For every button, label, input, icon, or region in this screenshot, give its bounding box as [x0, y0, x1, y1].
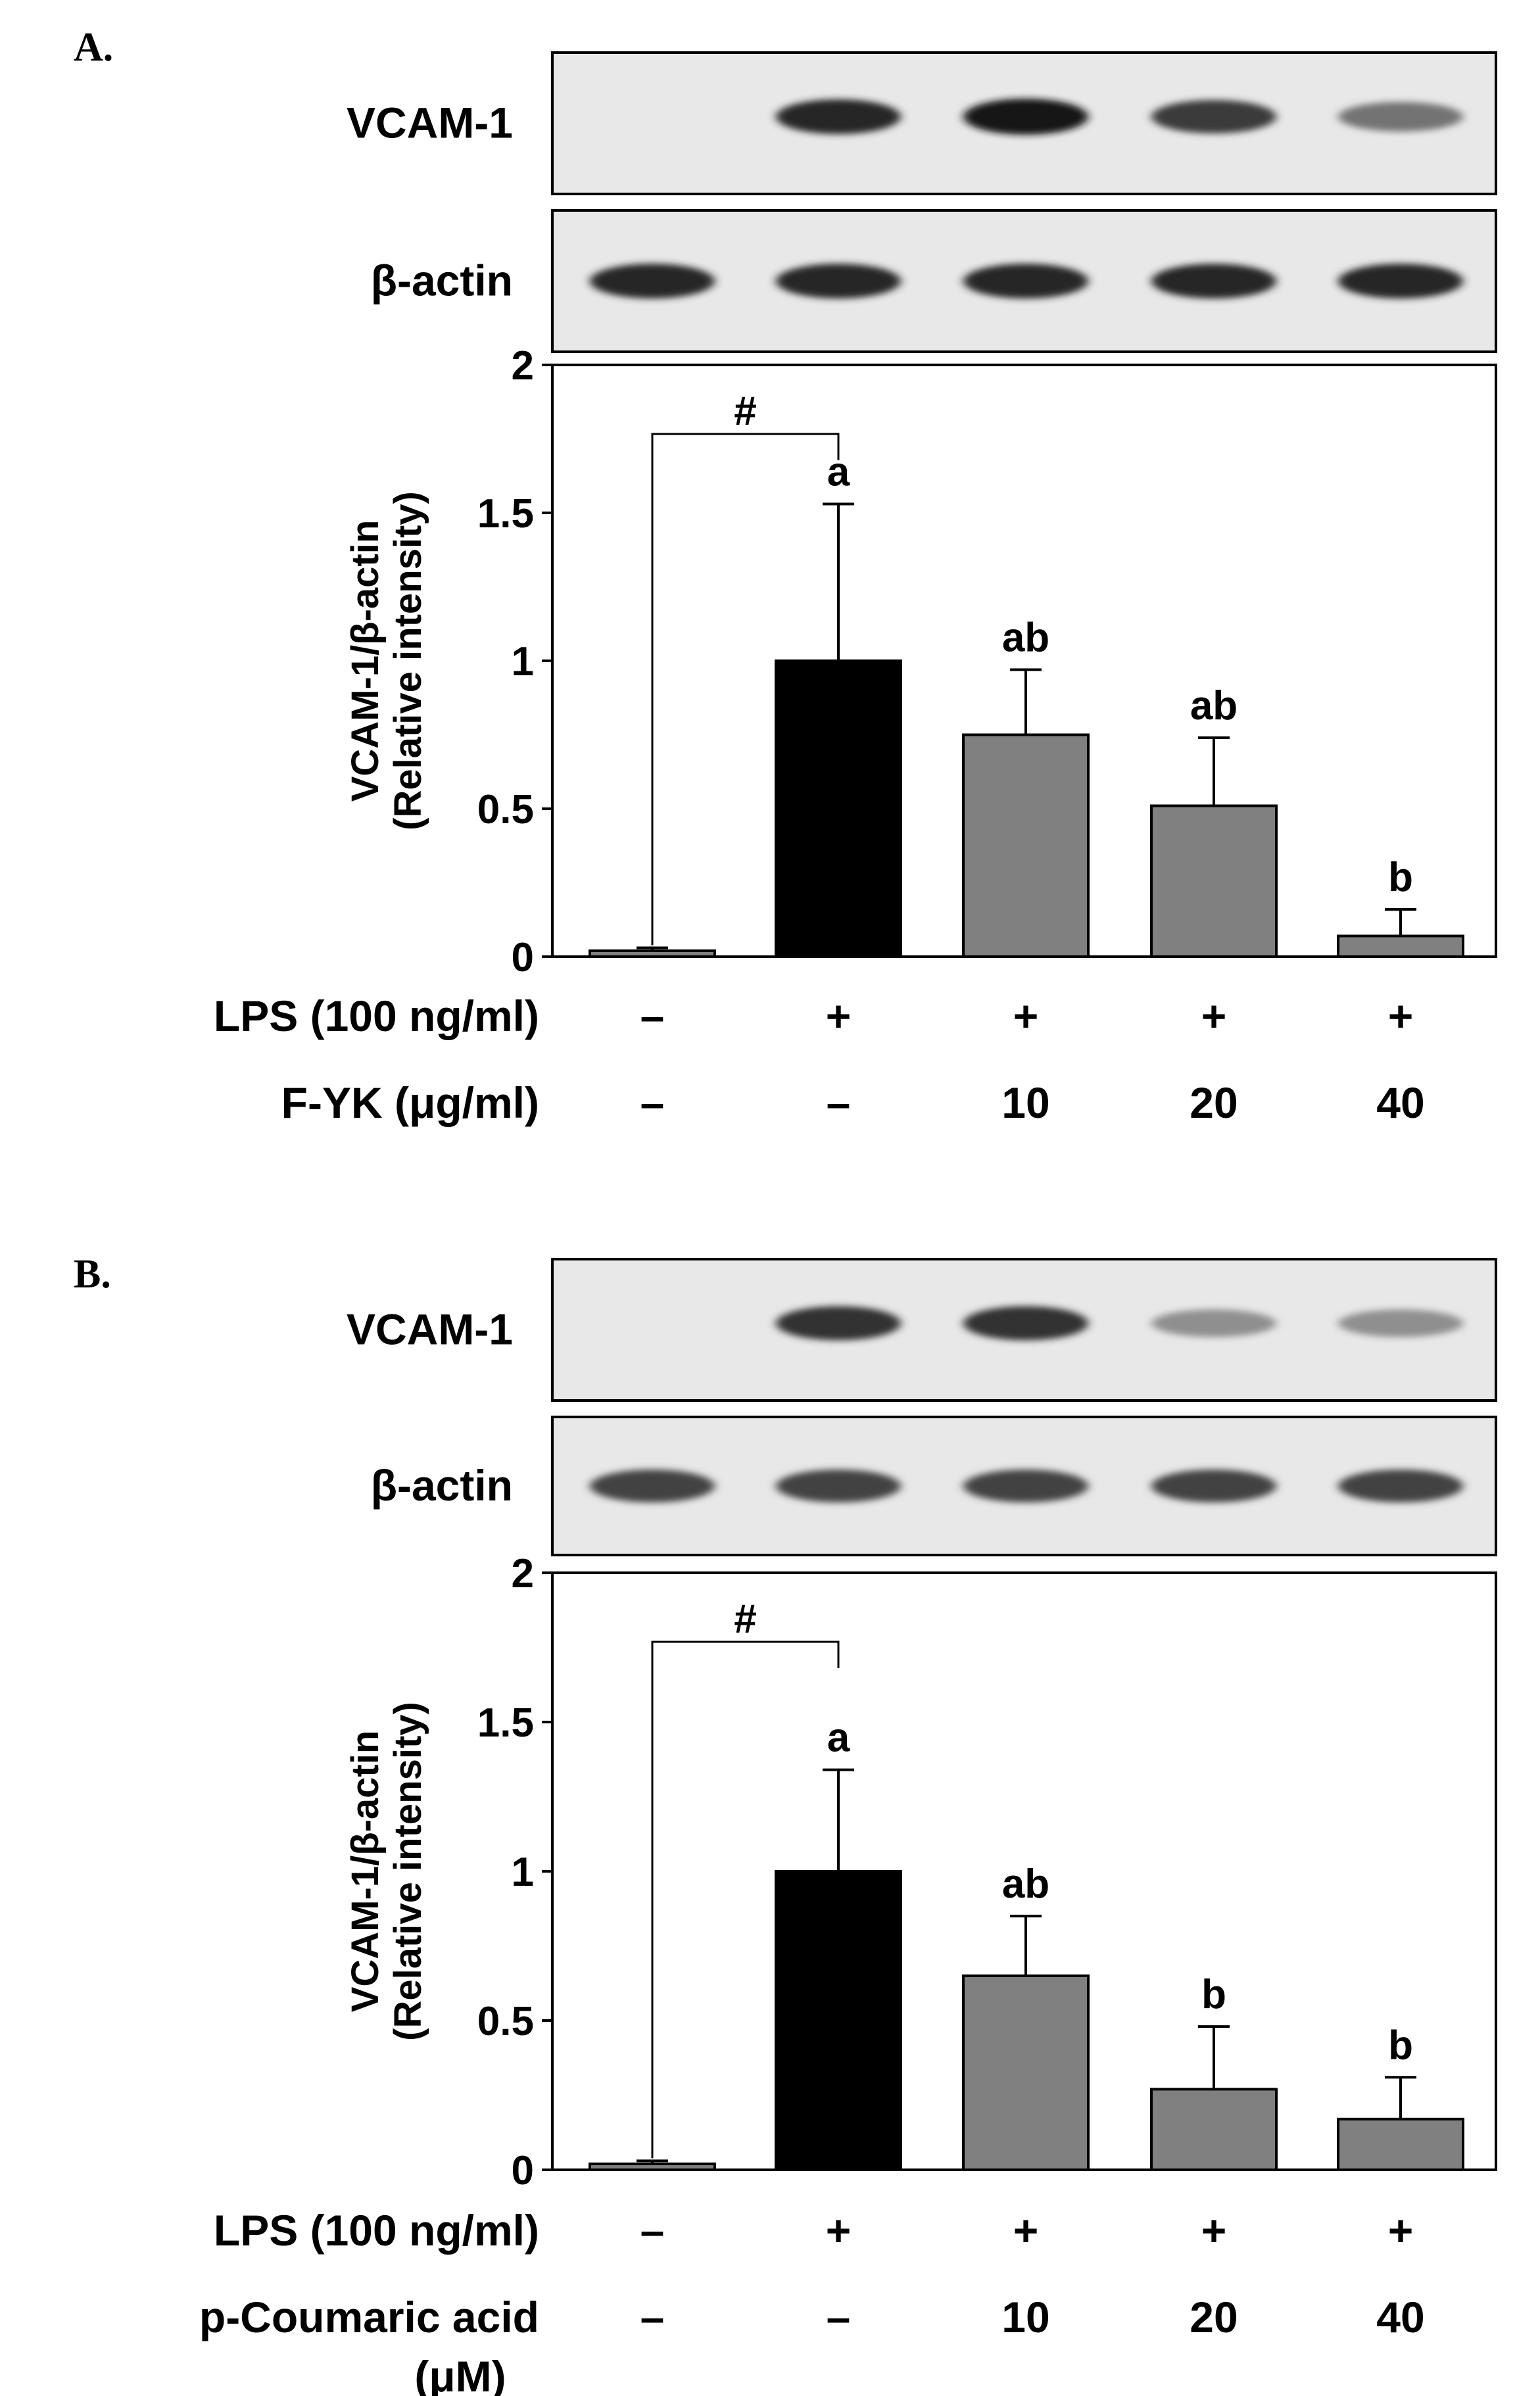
- blot-strip: β-actin: [371, 209, 1497, 353]
- condition-value: +: [1013, 992, 1039, 1040]
- y-tick-label: 1: [512, 1850, 534, 1895]
- panel-letter: B.: [74, 1252, 111, 1297]
- y-tick-label: 0: [512, 2148, 534, 2193]
- bracket-label: #: [734, 1596, 756, 1642]
- condition-value: +: [826, 2206, 852, 2255]
- panel-a: A. VCAM-1 β-actin 0 0.5 1 1.5 2 VCAM-1/β-actin (R…: [74, 25, 1497, 1127]
- bar: [962, 733, 1090, 958]
- blot-band: [590, 264, 715, 299]
- y-axis-label: (Relative intensity): [387, 491, 429, 830]
- bar: [775, 659, 902, 958]
- significance-label: ab: [1002, 1861, 1049, 1907]
- condition-value: –: [640, 992, 665, 1040]
- significance-bracket: [651, 1641, 840, 2159]
- significance-label: b: [1201, 1972, 1226, 2017]
- y-axis-label: VCAM-1/β-actin: [344, 520, 387, 802]
- blot-band: [963, 1470, 1088, 1502]
- condition-value: +: [826, 992, 852, 1040]
- condition-label-unit: (μM): [414, 2352, 506, 2396]
- y-tick-label: 0: [512, 935, 534, 980]
- condition-value: 10: [1001, 2293, 1049, 2341]
- significance-bracket: [651, 433, 840, 946]
- significance-label: ab: [1002, 615, 1049, 661]
- condition-value: 40: [1376, 2293, 1424, 2341]
- blot-label: β-actin: [371, 256, 513, 305]
- y-tick-label: 0.5: [477, 1999, 534, 2044]
- panel-b: B. VCAM-1 β-actin 0 0.5 1 1.5 2 VCAM-1/β-actin (R…: [74, 1252, 1497, 2396]
- bracket-label: #: [734, 389, 756, 434]
- blot-band: [1338, 1470, 1463, 1502]
- plot-frame: [551, 364, 1497, 958]
- condition-value: +: [1201, 992, 1227, 1040]
- condition-value: +: [1388, 992, 1414, 1040]
- blot-band: [1151, 264, 1276, 299]
- condition-value: –: [827, 1078, 851, 1127]
- panel-letter: A.: [74, 25, 113, 70]
- blot-label: VCAM-1: [347, 1305, 513, 1354]
- significance-label: b: [1388, 855, 1413, 900]
- condition-label: F-YK (μg/ml): [281, 1078, 539, 1127]
- y-tick-label: 1: [512, 639, 534, 684]
- blot-band: [776, 99, 901, 134]
- blot-label: β-actin: [371, 1461, 513, 1510]
- blot-band: [776, 1470, 901, 1502]
- condition-value: +: [1388, 2206, 1414, 2255]
- bar: [589, 949, 716, 958]
- bar: [589, 2162, 716, 2171]
- condition-value: 10: [1001, 1078, 1049, 1127]
- condition-value: –: [640, 2293, 665, 2341]
- blot-band: [1338, 264, 1463, 299]
- blot-band: [1338, 102, 1463, 132]
- bar: [962, 1974, 1090, 2171]
- y-tick-label: 1.5: [477, 491, 534, 537]
- condition-value: +: [1201, 2206, 1227, 2255]
- significance-label: ab: [1190, 683, 1238, 729]
- bar: [1337, 934, 1464, 958]
- blot-band: [1338, 1309, 1463, 1337]
- blot-band: [590, 1470, 715, 1502]
- condition-label: LPS (100 ng/ml): [214, 992, 539, 1040]
- blot-band: [776, 1306, 901, 1341]
- condition-value: 20: [1190, 1078, 1238, 1127]
- bar: [775, 1870, 902, 2171]
- condition-value: 20: [1190, 2293, 1238, 2341]
- blot-band: [963, 99, 1088, 135]
- blot-strip: β-actin: [371, 1416, 1497, 1556]
- blot-band: [1151, 1470, 1276, 1502]
- bar-plot: 0 0.5 1 1.5 2 VCAM-1/β-actin (Relative intensi…: [344, 343, 1497, 980]
- condition-label: p-Coumaric acid: [199, 2293, 539, 2341]
- condition-value: –: [640, 1078, 665, 1127]
- y-tick-label: 2: [512, 1551, 534, 1596]
- condition-value: +: [1013, 2206, 1039, 2255]
- condition-value: –: [827, 2293, 851, 2341]
- y-tick-label: 2: [512, 343, 534, 389]
- condition-label: LPS (100 ng/ml): [214, 2206, 539, 2255]
- bar-plot: 0 0.5 1 1.5 2 VCAM-1/β-actin (Relative intensi…: [344, 1551, 1497, 2193]
- blot-strip: VCAM-1: [347, 1258, 1497, 1402]
- y-tick-label: 0.5: [477, 787, 534, 832]
- condition-value: –: [640, 2206, 665, 2255]
- blot-band: [776, 264, 901, 299]
- blot-band: [1151, 1309, 1276, 1337]
- condition-value: 40: [1376, 1078, 1424, 1127]
- bar: [1150, 2088, 1278, 2171]
- blot-label: VCAM-1: [347, 99, 513, 147]
- blot-band: [963, 1306, 1088, 1341]
- blot-band: [963, 264, 1088, 299]
- y-tick-label: 1.5: [477, 1700, 534, 1746]
- blot-strip: VCAM-1: [347, 51, 1497, 195]
- bar: [1150, 804, 1278, 958]
- blot-band: [1151, 100, 1276, 133]
- significance-label: b: [1388, 2023, 1413, 2068]
- y-axis-label: VCAM-1/β-actin: [344, 1731, 387, 2013]
- bar: [1337, 2117, 1464, 2172]
- y-axis-label: (Relative intensity): [387, 1702, 429, 2041]
- significance-label: a: [827, 1715, 850, 1761]
